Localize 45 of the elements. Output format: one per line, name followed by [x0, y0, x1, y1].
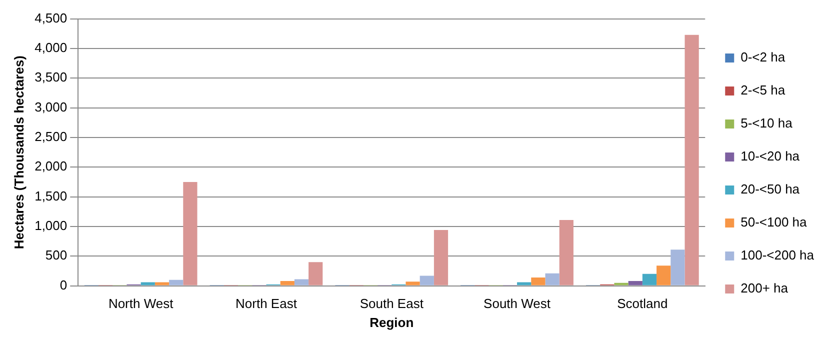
bar — [154, 282, 170, 286]
bar — [628, 281, 642, 286]
legend-label: 0-<2 ha — [740, 50, 786, 65]
legend-label: 10-<20 ha — [740, 148, 800, 164]
legend-label: 100-<200 ha — [740, 248, 815, 263]
legend-label: 2-<5 ha — [740, 82, 786, 98]
legend-label: 5-<10 ha — [740, 116, 794, 131]
bar — [420, 276, 434, 286]
bar — [670, 250, 685, 286]
y-tick-label: 4,000 — [34, 40, 68, 56]
x-tick-label: North East — [236, 296, 298, 312]
y-tick-label: 3,000 — [34, 99, 68, 114]
y-axis-title: Hectares (Thousands hectares) — [11, 55, 26, 250]
bar — [684, 34, 699, 286]
bar — [517, 282, 532, 286]
bar — [614, 282, 628, 286]
x-tick-label: South East — [360, 296, 424, 312]
y-tick-label: 1,000 — [34, 218, 68, 234]
x-tick-label: South West — [484, 296, 551, 312]
legend-label: 20-<50 ha — [740, 182, 800, 197]
y-tick-label: 0 — [60, 277, 68, 292]
y-tick-label: 2,000 — [34, 158, 68, 174]
y-tick-label: 4,500 — [34, 10, 68, 26]
y-tick-label: 1,500 — [34, 188, 68, 204]
bar — [559, 220, 574, 286]
y-tick-label: 3,500 — [34, 70, 68, 85]
bar — [183, 182, 198, 286]
bar — [434, 230, 448, 286]
bar — [642, 274, 657, 286]
y-tick-label: 2,500 — [34, 129, 68, 144]
bar — [294, 279, 309, 286]
y-tick-label: 500 — [45, 248, 68, 263]
bar — [308, 262, 323, 286]
bar — [169, 280, 184, 286]
x-tick-label: North West — [108, 296, 174, 312]
legend-label: 50-<100 ha — [740, 214, 808, 230]
bar — [406, 282, 420, 286]
x-axis-title: Region — [370, 314, 414, 330]
x-tick-label: Scotland — [617, 296, 668, 312]
bar — [531, 277, 546, 286]
bar — [656, 266, 671, 286]
bar — [280, 281, 294, 286]
legend-label: 200+ ha — [740, 280, 789, 296]
bar — [140, 282, 155, 286]
bar — [545, 273, 560, 286]
